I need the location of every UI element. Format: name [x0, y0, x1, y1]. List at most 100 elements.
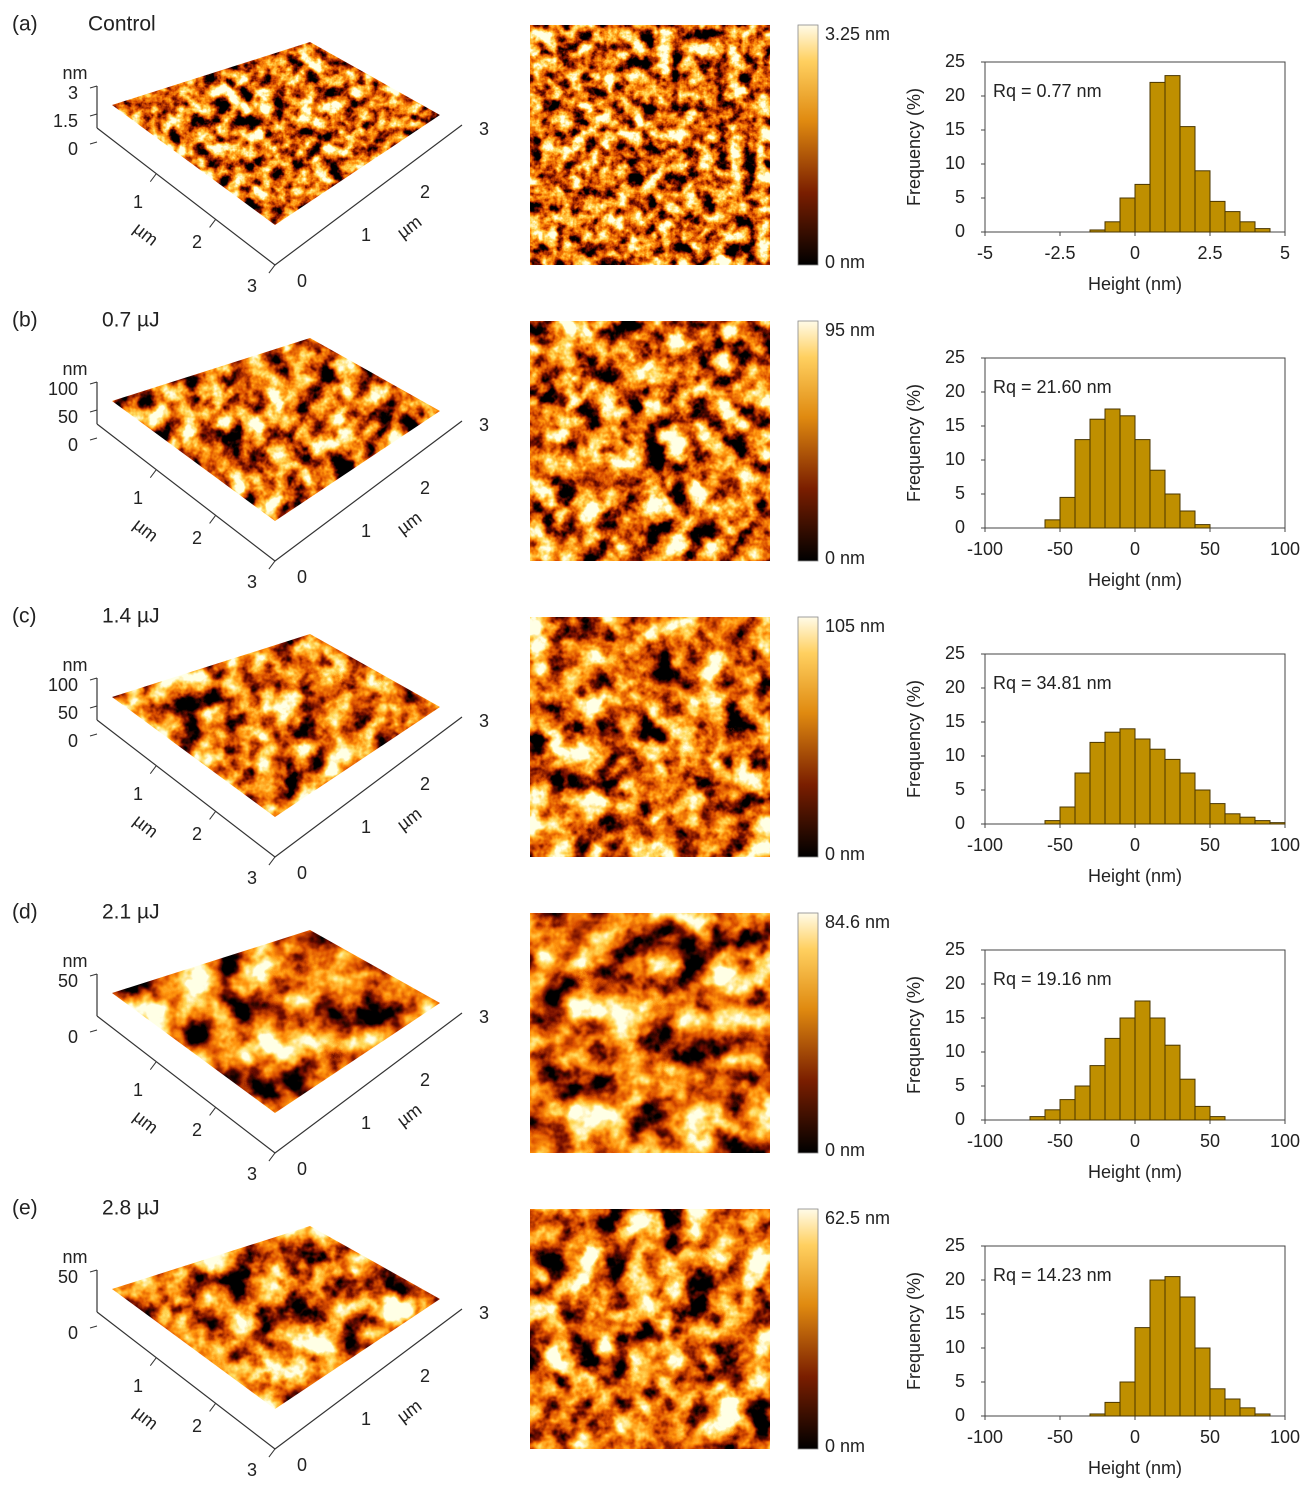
- z-tick-label: 50: [58, 971, 78, 991]
- right-axis-unit: µm: [393, 1099, 425, 1130]
- y-tick-label: 0: [955, 1405, 965, 1425]
- histogram-bar: [1044, 820, 1061, 825]
- colorbar: [797, 320, 819, 562]
- afm-2d-image: [530, 321, 770, 561]
- x-tick-label: -50: [1047, 1427, 1073, 1447]
- colorbar-max: 3.25 nm: [825, 24, 890, 44]
- z-tick-label: 0: [68, 1027, 78, 1047]
- x-tick-label: -50: [1047, 1131, 1073, 1151]
- left-axis-tick-label: 2: [192, 232, 202, 252]
- histogram-bar: [1119, 1017, 1136, 1121]
- left-axis-tick-label: 2: [192, 1416, 202, 1436]
- histogram-bar: [1269, 822, 1286, 825]
- histogram-bar: [1209, 1116, 1226, 1121]
- right-axis-tick-label: 2: [420, 1070, 430, 1090]
- left-axis-tick: [268, 856, 276, 866]
- histogram-bar: [1044, 1109, 1061, 1121]
- histogram-bar: [1194, 170, 1211, 233]
- right-axis-tick-label: 3: [479, 711, 489, 731]
- histogram-bar: [1254, 228, 1271, 233]
- y-tick-label: 20: [945, 85, 965, 105]
- left-axis-tick-label: 2: [192, 528, 202, 548]
- histogram-bar: [1134, 1000, 1151, 1121]
- y-tick-label: 20: [945, 381, 965, 401]
- x-tick-label: -100: [967, 1131, 1003, 1151]
- histogram-bar: [1119, 415, 1136, 529]
- left-axis-tick-label: 3: [247, 276, 257, 296]
- right-axis-tick-label: 0: [297, 1455, 307, 1475]
- left-axis-tick-label: 3: [247, 572, 257, 592]
- annotation: Rq = 19.16 nm: [993, 969, 1112, 989]
- right-axis-tick-label: 1: [361, 1409, 371, 1429]
- annotation: Rq = 0.77 nm: [993, 81, 1102, 101]
- panel-condition: Control: [88, 13, 156, 36]
- right-axis-tick-label: 3: [479, 119, 489, 139]
- panel-condition: 2.8 µJ: [102, 1197, 160, 1220]
- z-tick: [89, 1269, 98, 1273]
- right-axis-tick-label: 1: [361, 225, 371, 245]
- histogram-bar: [1089, 1065, 1106, 1121]
- histogram-bar: [1104, 1037, 1121, 1121]
- z-tick: [89, 1325, 98, 1329]
- z-unit: nm: [62, 359, 87, 379]
- colorbar: [797, 1208, 819, 1450]
- left-axis-tick-label: 2: [192, 824, 202, 844]
- z-tick: [89, 677, 98, 681]
- afm-2d-image: [530, 25, 770, 265]
- right-axis-tick-label: 1: [361, 1113, 371, 1133]
- histogram-bar: [1089, 229, 1106, 233]
- histogram-bar: [1254, 820, 1271, 825]
- panel-label: (e): [12, 1197, 38, 1220]
- right-axis-tick-label: 0: [297, 567, 307, 587]
- z-tick-label: 50: [58, 703, 78, 723]
- afm-2d-image: [530, 617, 770, 857]
- right-axis-tick-label: 2: [420, 182, 430, 202]
- right-axis-unit: µm: [393, 211, 425, 242]
- x-tick-label: 0: [1130, 835, 1140, 855]
- y-tick-label: 25: [945, 939, 965, 959]
- histogram-bar: [1104, 731, 1121, 825]
- left-axis-tick: [149, 765, 157, 774]
- left-axis-tick-label: 1: [133, 1376, 143, 1396]
- z-unit: nm: [62, 655, 87, 675]
- colorbar-max: 105 nm: [825, 616, 885, 636]
- panel-label: (a): [12, 13, 38, 36]
- colorbar-max: 95 nm: [825, 320, 875, 340]
- y-tick-label: 25: [945, 643, 965, 663]
- colorbar-max: 62.5 nm: [825, 1208, 890, 1228]
- z-tick: [89, 1029, 98, 1033]
- y-axis-label: Frequency (%): [904, 88, 924, 206]
- annotation: Rq = 21.60 nm: [993, 377, 1112, 397]
- panel-condition: 2.1 µJ: [102, 901, 160, 924]
- x-axis-label: Height (nm): [1088, 274, 1182, 294]
- colorbar: [797, 912, 819, 1154]
- left-axis-unit: µm: [130, 1106, 162, 1137]
- left-axis-tick: [268, 560, 276, 570]
- x-tick-label: 0: [1130, 1427, 1140, 1447]
- histogram-bar: [1254, 1413, 1271, 1417]
- z-tick: [89, 141, 98, 145]
- right-axis-tick-label: 3: [479, 415, 489, 435]
- y-tick-label: 20: [945, 677, 965, 697]
- histogram-bar: [1074, 439, 1091, 529]
- colorbar: [797, 24, 819, 266]
- left-axis-tick-label: 3: [247, 868, 257, 888]
- afm-3d-surface: [112, 42, 440, 225]
- y-tick-label: 25: [945, 51, 965, 71]
- x-axis-label: Height (nm): [1088, 1458, 1182, 1478]
- panel-label: (d): [12, 901, 38, 924]
- afm-3d-axes: [96, 1308, 463, 1450]
- colorbar-max: 84.6 nm: [825, 912, 890, 932]
- histogram-bar: [1059, 1099, 1076, 1121]
- z-tick: [89, 409, 98, 413]
- x-tick-label: 50: [1200, 835, 1220, 855]
- histogram-bar: [1149, 469, 1166, 529]
- right-axis-tick-label: 0: [297, 1159, 307, 1179]
- y-tick-label: 10: [945, 449, 965, 469]
- annotation: Rq = 34.81 nm: [993, 673, 1112, 693]
- left-axis-tick: [149, 1061, 157, 1070]
- left-axis-tick-label: 2: [192, 1120, 202, 1140]
- colorbar-min: 0 nm: [825, 1436, 865, 1456]
- histogram-bar: [1119, 197, 1136, 233]
- histogram-bar: [1104, 1401, 1121, 1417]
